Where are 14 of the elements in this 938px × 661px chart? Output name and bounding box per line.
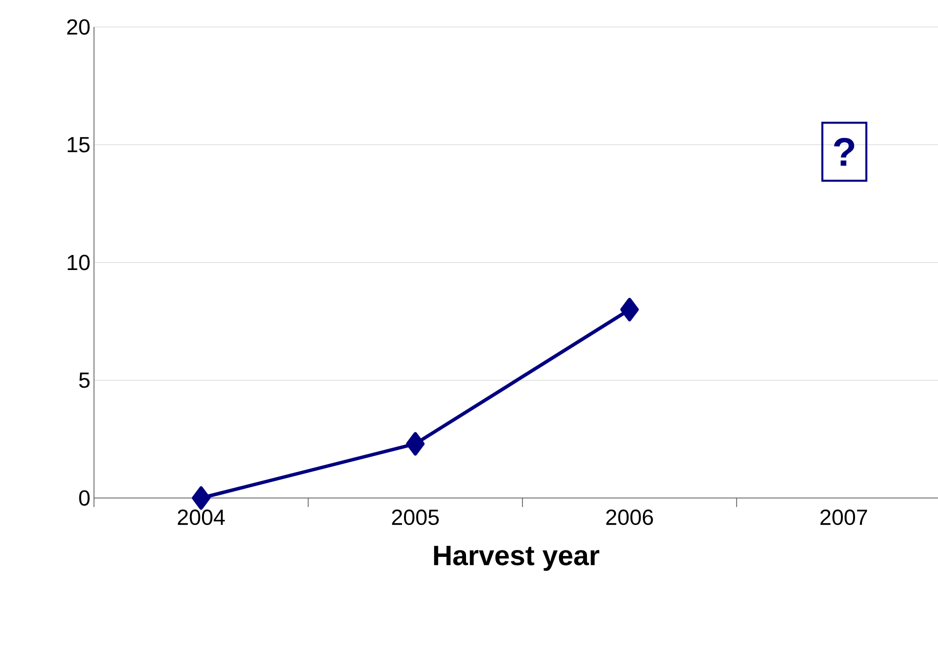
point [620, 298, 639, 322]
x-tick-label: 2007 [820, 510, 868, 526]
y-tick-label: 20 [67, 19, 90, 35]
point [406, 432, 425, 456]
x-tick-label: 2004 [178, 510, 225, 526]
point [192, 486, 210, 510]
y-tick-label: 10 [68, 254, 90, 270]
y-tick-label: 5 [79, 372, 90, 388]
y-tick-label: 15 [68, 137, 90, 152]
x-axis-title: Harvest year [434, 546, 600, 571]
annotation: ? [834, 138, 854, 166]
y-tick-label: 0 [79, 490, 90, 506]
x-tick-label: 2005 [392, 510, 439, 526]
x-tick-label: 2006 [606, 510, 653, 526]
